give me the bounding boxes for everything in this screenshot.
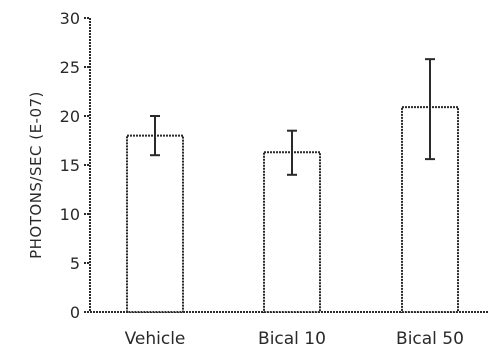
y-tick-label: 10 xyxy=(60,205,80,224)
y-tick-label: 30 xyxy=(60,9,80,28)
category-label: Vehicle xyxy=(125,329,186,349)
bar xyxy=(126,134,184,313)
bar xyxy=(263,151,321,313)
category-label: Bical 10 xyxy=(258,329,326,349)
y-axis-title: PHOTONS/SEC (E-07) xyxy=(27,91,45,259)
bars xyxy=(126,106,459,314)
y-tick-label: 20 xyxy=(60,107,80,126)
y-axis-title-group: PHOTONS/SEC (E-07) xyxy=(27,91,45,259)
y-tick-label: 15 xyxy=(60,156,80,175)
error-bars xyxy=(150,58,435,176)
y-tick-label: 25 xyxy=(60,58,80,77)
y-tick-label: 5 xyxy=(70,254,80,273)
y-tick-label: 0 xyxy=(70,303,80,322)
y-ticks: 0 5 10 15 20 25 30 xyxy=(60,9,90,322)
category-label: Bical 50 xyxy=(396,329,464,349)
category-labels: Vehicle Bical 10 Bical 50 xyxy=(125,329,464,349)
